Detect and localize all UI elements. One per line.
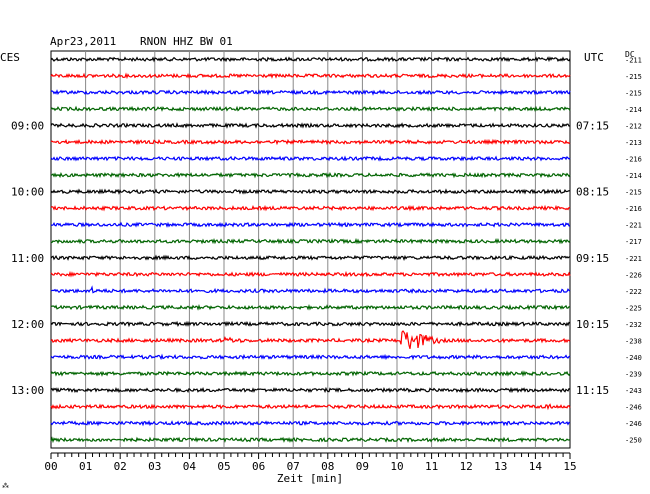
x-tick-label: 11 — [425, 460, 438, 473]
dc-offset-label: -250 — [625, 437, 642, 445]
dc-offset-label: -221 — [625, 222, 642, 230]
dc-offset-label: -216 — [625, 205, 642, 213]
x-tick-label: 15 — [563, 460, 576, 473]
x-axis-label: Zeit [min] — [277, 472, 343, 485]
x-tick-label: 06 — [252, 460, 265, 473]
trace-row-8 — [50, 171, 571, 179]
dc-offset-label: -240 — [625, 354, 642, 362]
header-date: Apr23,2011 — [50, 35, 116, 48]
left-hour-label: 12:00 — [11, 318, 44, 331]
trace-row-16 — [50, 304, 571, 311]
trace-row-17 — [50, 320, 571, 328]
right-hour-label: 11:15 — [576, 384, 609, 397]
trace-row-23 — [50, 420, 571, 427]
x-tick-label: 01 — [79, 460, 92, 473]
trace-row-22 — [50, 403, 571, 411]
trace-row-12 — [50, 237, 571, 245]
right-hour-label: 07:15 — [576, 119, 609, 132]
left-hour-label: 11:00 — [11, 252, 44, 265]
trace-row-11 — [50, 221, 571, 228]
plot-frame — [50, 50, 571, 449]
trace-row-7 — [50, 155, 571, 162]
dc-offset-label: -217 — [625, 238, 642, 246]
trace-row-9 — [50, 188, 571, 195]
trace-row-21 — [50, 386, 571, 394]
left-hour-label: 09:00 — [11, 119, 44, 132]
x-tick-label: 12 — [460, 460, 473, 473]
x-tick-label: 05 — [217, 460, 230, 473]
dc-offset-label: -243 — [625, 387, 642, 395]
trace-row-13 — [50, 254, 571, 261]
right-hour-labels: 07:15 08:15 09:15 10:15 11:15 — [576, 119, 609, 397]
left-hour-labels: 09:00 10:00 11:00 12:00 13:00 — [11, 119, 44, 397]
right-timezone-label: UTC — [584, 51, 604, 64]
dc-offset-label: -238 — [625, 337, 642, 345]
trace-row-4 — [50, 105, 571, 112]
dc-offset-labels: -211 -215 -215 -214 -212 -213 -216 -214 -215 -216… — [625, 56, 642, 444]
x-tick-label: 08 — [321, 460, 334, 473]
dc-offset-label: -246 — [625, 404, 642, 412]
dc-offset-label: -216 — [625, 156, 642, 164]
dc-offset-label: -239 — [625, 371, 642, 379]
dc-offset-label: -232 — [625, 321, 642, 329]
x-tick-label: 02 — [114, 460, 127, 473]
left-hour-label: 13:00 — [11, 384, 44, 397]
grid-lines — [85, 51, 536, 448]
dc-offset-label: -215 — [625, 73, 642, 81]
dc-offset-label: -221 — [625, 255, 642, 263]
dc-offset-label: -246 — [625, 420, 642, 428]
dc-offset-label: -212 — [625, 122, 642, 130]
trace-row-20 — [50, 370, 571, 378]
trace-row-3 — [50, 89, 571, 96]
dc-offset-label: -225 — [625, 304, 642, 312]
x-tick-label: 10 — [390, 460, 403, 473]
dc-offset-label: -226 — [625, 271, 642, 279]
right-hour-label: 10:15 — [576, 318, 609, 331]
dc-offset-label: -214 — [625, 172, 642, 180]
trace-row-19 — [50, 353, 571, 361]
trace-lines — [50, 56, 571, 444]
trace-row-1 — [50, 56, 571, 63]
left-timezone-label: CES — [0, 51, 20, 64]
dc-offset-label: -215 — [625, 189, 642, 197]
dc-offset-label: -215 — [625, 89, 642, 97]
dc-offset-label: -213 — [625, 139, 642, 147]
trace-row-2 — [50, 72, 571, 80]
x-tick-label: 13 — [494, 460, 507, 473]
x-tick-label: 04 — [183, 460, 197, 473]
dc-offset-label: -211 — [625, 56, 642, 64]
x-tick-label: 14 — [529, 460, 543, 473]
right-hour-label: 09:15 — [576, 252, 609, 265]
trace-row-5 — [50, 122, 570, 129]
trace-row-6 — [50, 138, 571, 146]
trace-row-18 — [50, 330, 571, 349]
dc-label: DC — [625, 50, 635, 59]
x-tick-label: 09 — [356, 460, 369, 473]
x-tick-label: 00 — [44, 460, 57, 473]
x-axis: 00 01 02 03 04 05 06 07 08 09 10 11 12 13 14 15 — [44, 452, 577, 473]
corner-mark: ⁂ — [2, 482, 9, 490]
dc-offset-label: -222 — [625, 288, 642, 296]
trace-row-15 — [50, 285, 571, 294]
x-tick-label: 07 — [287, 460, 300, 473]
left-hour-label: 10:00 — [11, 186, 44, 199]
x-tick-label: 03 — [148, 460, 161, 473]
trace-row-24 — [50, 436, 571, 444]
dc-offset-label: -214 — [625, 106, 642, 114]
trace-row-10 — [50, 204, 571, 212]
header-station: RNON HHZ BW 01 — [140, 35, 233, 48]
right-hour-label: 08:15 — [576, 186, 609, 199]
trace-row-14 — [50, 270, 571, 278]
